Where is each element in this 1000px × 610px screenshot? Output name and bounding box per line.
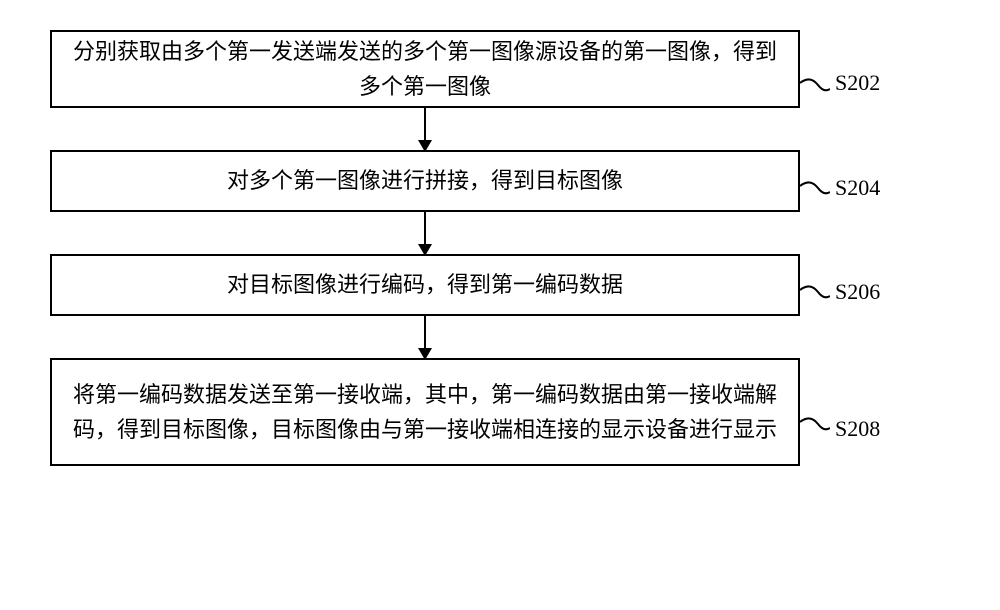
step-row-4: 将第一编码数据发送至第一接收端，其中，第一编码数据由第一接收端解码，得到目标图像… xyxy=(50,358,950,466)
step-text-1: 分别获取由多个第一发送端发送的多个第一图像源设备的第一图像，得到多个第一图像 xyxy=(72,34,778,104)
step-label-2: S204 xyxy=(835,175,880,201)
bracket-2 xyxy=(800,180,830,200)
flowchart-container: 分别获取由多个第一发送端发送的多个第一图像源设备的第一图像，得到多个第一图像 S… xyxy=(50,30,950,466)
step-text-4: 将第一编码数据发送至第一接收端，其中，第一编码数据由第一接收端解码，得到目标图像… xyxy=(72,377,778,447)
step-row-3: 对目标图像进行编码，得到第一编码数据 S206 xyxy=(50,254,950,316)
bracket-1 xyxy=(800,77,830,97)
bracket-4 xyxy=(800,416,830,436)
step-label-1: S202 xyxy=(835,70,880,96)
bracket-3 xyxy=(800,284,830,304)
step-row-2: 对多个第一图像进行拼接，得到目标图像 S204 xyxy=(50,150,950,212)
step-row-1: 分别获取由多个第一发送端发送的多个第一图像源设备的第一图像，得到多个第一图像 S… xyxy=(50,30,950,108)
step-box-4: 将第一编码数据发送至第一接收端，其中，第一编码数据由第一接收端解码，得到目标图像… xyxy=(50,358,800,466)
step-label-3: S206 xyxy=(835,279,880,305)
step-box-2: 对多个第一图像进行拼接，得到目标图像 xyxy=(50,150,800,212)
arrow-2 xyxy=(50,212,800,254)
step-box-1: 分别获取由多个第一发送端发送的多个第一图像源设备的第一图像，得到多个第一图像 xyxy=(50,30,800,108)
step-box-3: 对目标图像进行编码，得到第一编码数据 xyxy=(50,254,800,316)
step-text-2: 对多个第一图像进行拼接，得到目标图像 xyxy=(227,163,623,198)
arrow-3 xyxy=(50,316,800,358)
step-label-4: S208 xyxy=(835,416,880,442)
arrow-1 xyxy=(50,108,800,150)
step-text-3: 对目标图像进行编码，得到第一编码数据 xyxy=(227,267,623,302)
